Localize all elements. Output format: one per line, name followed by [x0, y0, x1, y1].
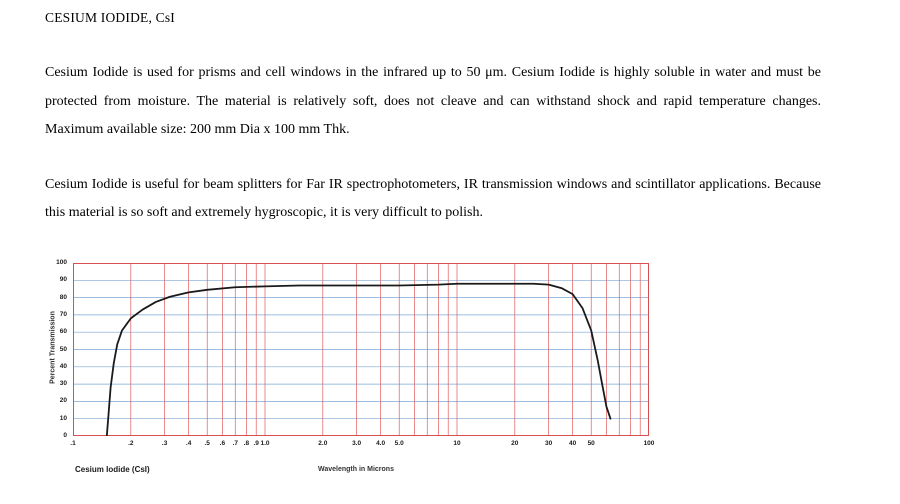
plot-area [73, 263, 649, 436]
transmission-curve [105, 282, 612, 436]
paragraph-applications: Cesium Iodide is useful for beam splitte… [45, 176, 821, 221]
page-title: CESIUM IODIDE, CsI [45, 10, 175, 25]
y-tick-label: 90 [59, 276, 67, 284]
x-tick-label: 40 [568, 440, 577, 447]
transmission-curve-svg [73, 263, 649, 436]
x-tick-label: 100 [643, 440, 655, 447]
x-tick-label: .2 [128, 440, 134, 447]
x-tick-label: 2.0 [318, 440, 328, 447]
y-tick-label: 100 [56, 259, 67, 266]
y-tick-label: 0 [63, 432, 67, 439]
y-tick-label: 30 [59, 380, 67, 388]
y-axis-tick-labels: 0 10 20 30 40 50 60 70 80 90 100 [45, 259, 70, 439]
x-tick-label: 10 [453, 440, 461, 447]
x-tick-label: .1 [70, 440, 76, 447]
y-tick-label: 70 [59, 310, 67, 318]
x-tick-label: 5.0 [394, 440, 404, 447]
x-tick-label: 20 [511, 440, 519, 447]
paragraph-usage: Cesium Iodide is used for prisms and cel… [45, 65, 821, 138]
y-tick-label: 80 [59, 293, 67, 301]
x-tick-label: 3.0 [352, 440, 362, 447]
y-tick-label: 10 [59, 414, 67, 422]
x-axis-tick-labels: .1 .2 .3 .4 .5 .6 .7 .8.9 1.0 2.0 3.0 4.0 5.0 10 20 30 4… [70, 440, 654, 450]
plot-border [73, 263, 649, 436]
x-tick-label: 4.0 [376, 440, 386, 447]
x-tick-label: .8 [243, 440, 250, 447]
chart-caption-row: Cesium Iodide (CsI) Wavelength in Micron… [73, 465, 649, 479]
x-axis-title: Wavelength in Microns [318, 466, 394, 473]
x-tick-label: .5 [204, 440, 210, 447]
transmission-chart: Percent Transmission 0 10 20 30 40 50 60 70 80 90… [45, 255, 685, 493]
chart-caption: Cesium Iodide (CsI) [75, 465, 150, 474]
y-tick-label: 40 [59, 362, 67, 370]
x-tick-label: 1.0 [260, 440, 270, 447]
x-tick-label: 50 [587, 440, 595, 447]
x-tick-label: .9 [253, 440, 259, 447]
y-tick-label: 20 [59, 397, 67, 405]
x-tick-label: .7 [232, 440, 239, 447]
document-body: CESIUM IODIDE, CsI Cesium Iodide is used… [45, 0, 821, 228]
x-tick-label: 30 [544, 440, 553, 447]
x-tick-label: .6 [219, 440, 226, 447]
x-tick-label: .4 [185, 440, 192, 447]
y-tick-label: 50 [59, 345, 67, 353]
y-tick-label: 60 [59, 328, 67, 336]
x-tick-label: .3 [161, 440, 168, 447]
